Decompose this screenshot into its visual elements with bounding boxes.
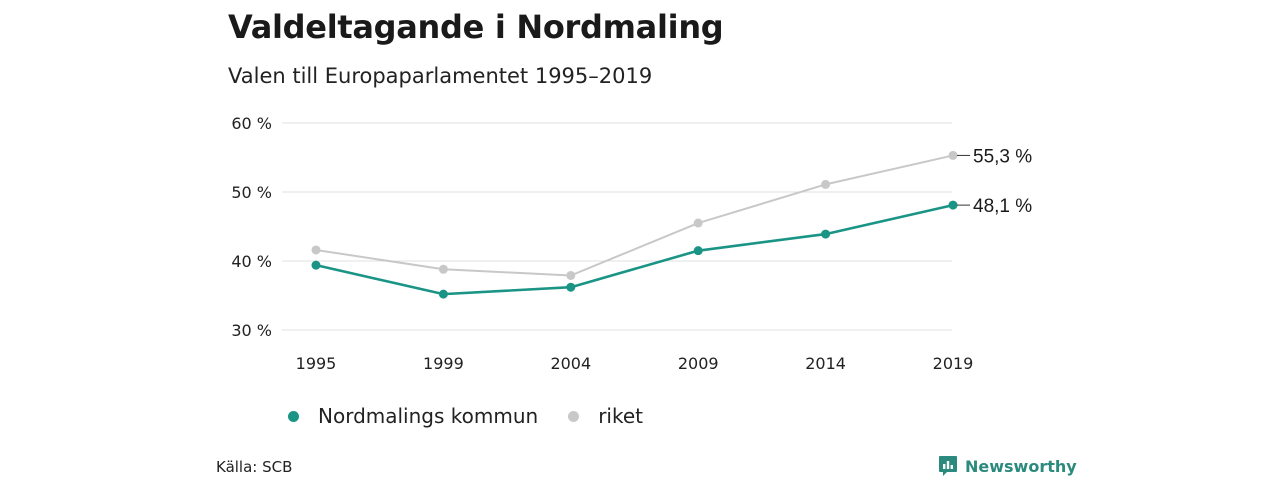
x-tick-label: 2019 <box>933 354 974 373</box>
end-label-riket: 55,3 % <box>973 146 1032 167</box>
gridlines <box>282 122 952 331</box>
data-point-riket <box>311 245 321 255</box>
legend-marker-riket <box>568 410 580 422</box>
y-tick-label: 60 % <box>231 114 272 133</box>
x-axis-tick-labels: 1995 1999 2004 2009 2014 2019 <box>296 354 974 373</box>
legend: Nordmalings kommun riket <box>288 404 673 428</box>
data-point-riket <box>693 218 703 228</box>
source-note: Källa: SCB <box>216 458 293 476</box>
end-label-nordmaling: 48,1 % <box>973 196 1032 217</box>
y-axis-tick-labels: 30 % 40 % 50 % 60 % <box>231 114 272 340</box>
data-point-nordmaling <box>438 289 448 299</box>
y-tick-label: 50 % <box>231 183 272 202</box>
legend-item-riket: riket <box>568 404 643 428</box>
data-point-riket <box>566 270 576 280</box>
data-point-nordmaling <box>693 246 703 256</box>
chart-title: Valdeltagande i Nordmaling <box>228 8 724 46</box>
line-chart: 30 % 40 % 50 % 60 % 1995 1999 2004 2009 2014 201… <box>231 114 1032 373</box>
data-point-riket <box>948 150 958 160</box>
x-tick-label: 2009 <box>678 354 719 373</box>
data-point-nordmaling <box>566 282 576 292</box>
legend-item-nordmaling: Nordmalings kommun <box>288 404 538 428</box>
series-line-nordmaling <box>315 203 954 296</box>
brand-name: Newsworthy <box>965 456 1077 476</box>
data-point-nordmaling <box>311 260 321 270</box>
brand-logo: Newsworthy <box>938 455 1077 477</box>
y-tick-label: 30 % <box>231 321 272 340</box>
x-tick-label: 1999 <box>423 354 464 373</box>
bar-chart-bubble-icon <box>939 456 957 476</box>
data-point-nordmaling <box>948 200 958 210</box>
series-layer: 55,3 % 48,1 % <box>311 146 1032 299</box>
x-tick-label: 1995 <box>296 354 337 373</box>
series-line-riket <box>315 154 954 277</box>
data-point-riket <box>821 179 831 189</box>
legend-label-nordmaling: Nordmalings kommun <box>318 404 539 428</box>
data-point-nordmaling <box>821 229 831 239</box>
legend-marker-nordmaling <box>288 410 299 422</box>
x-tick-label: 2014 <box>805 354 846 373</box>
data-point-riket <box>438 264 448 274</box>
y-tick-label: 40 % <box>231 252 272 271</box>
legend-label-riket: riket <box>598 404 643 428</box>
x-tick-label: 2004 <box>550 354 591 373</box>
series-nordmaling: 48,1 % <box>311 196 1032 299</box>
chart-subtitle: Valen till Europaparlamentet 1995–2019 <box>228 64 653 88</box>
series-riket: 55,3 % <box>311 146 1032 280</box>
